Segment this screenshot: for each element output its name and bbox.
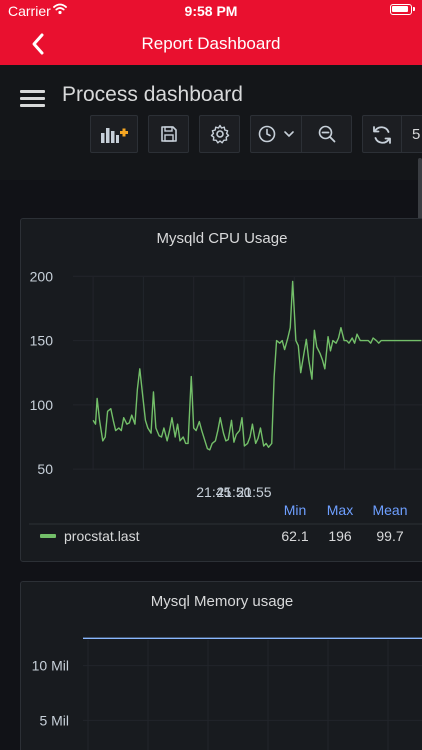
x-tick-label: 21:55 — [237, 484, 272, 500]
y-tick-label: 100 — [30, 397, 54, 413]
y-tick-label: 10 Mil — [32, 658, 69, 674]
time-controls — [250, 115, 352, 153]
chevron-left-icon[interactable] — [26, 31, 52, 57]
y-tick-label: 50 — [37, 461, 53, 477]
panel-title[interactable]: Mysql Memory usage — [150, 593, 294, 610]
y-tick-label: 200 — [30, 268, 54, 284]
refresh-icon — [373, 126, 391, 144]
refresh-divider — [401, 116, 402, 152]
memory-usage-panel: Mysql Memory usage 10 Mil 5 Mil — [20, 581, 422, 750]
refresh-interval-label[interactable]: 5 — [412, 126, 421, 143]
legend-header: Max — [327, 502, 353, 518]
add-panel-icon — [101, 128, 128, 143]
chevron-down-icon — [284, 131, 294, 138]
gear-icon — [210, 124, 229, 144]
status-time: 9:58 PM — [184, 3, 238, 19]
series-line-procstat-last — [92, 280, 422, 451]
y-tick-label: 150 — [30, 333, 54, 349]
zoom-out-button[interactable] — [301, 116, 351, 152]
save-dashboard-button[interactable] — [148, 115, 189, 153]
legend-value: 99.7 — [376, 528, 403, 544]
refresh-button[interactable]: 5 — [362, 115, 422, 153]
legend-value: 62.1 — [281, 528, 308, 544]
clock-icon — [258, 125, 276, 143]
legend-color-swatch — [40, 534, 56, 538]
legend-header: Min — [284, 502, 307, 518]
nav-title: Report Dashboard — [141, 34, 281, 53]
x-tick-label: 21:50 — [216, 484, 251, 500]
cpu-usage-chart: 2001501005021:4521:5021:55MinMaxMeanLapr… — [29, 268, 422, 544]
x-tick-label: 21:45 — [196, 484, 231, 500]
zoom-out-icon — [318, 125, 335, 143]
status-bar: Carrier 9:58 PM — [0, 0, 422, 22]
legend-value: 196 — [328, 528, 352, 544]
cpu-usage-panel: Mysqld CPU Usage 200 150 100 50 21:45 21:50 21… — [20, 218, 422, 562]
battery-icon — [390, 4, 415, 15]
scroll-indicator[interactable] — [418, 158, 422, 220]
memory-usage-chart: 10 Mil 5 Mil — [32, 637, 422, 750]
nav-bar: Report Dashboard — [0, 22, 422, 65]
wifi-icon — [53, 3, 67, 15]
carrier-label: Carrier — [8, 3, 51, 19]
legend-series-name: procstat.last — [64, 528, 140, 544]
y-tick-label: 5 Mil — [39, 712, 69, 728]
dashboard-title: Process dashboard — [62, 83, 243, 106]
legend-header: Mean — [372, 502, 407, 518]
hamburger-menu-icon[interactable] — [20, 90, 45, 108]
save-icon — [160, 126, 177, 142]
add-panel-button[interactable] — [90, 115, 138, 153]
time-picker-button[interactable] — [251, 116, 301, 152]
panel-title[interactable]: Mysqld CPU Usage — [156, 230, 288, 247]
dashboard-settings-button[interactable] — [199, 115, 240, 153]
